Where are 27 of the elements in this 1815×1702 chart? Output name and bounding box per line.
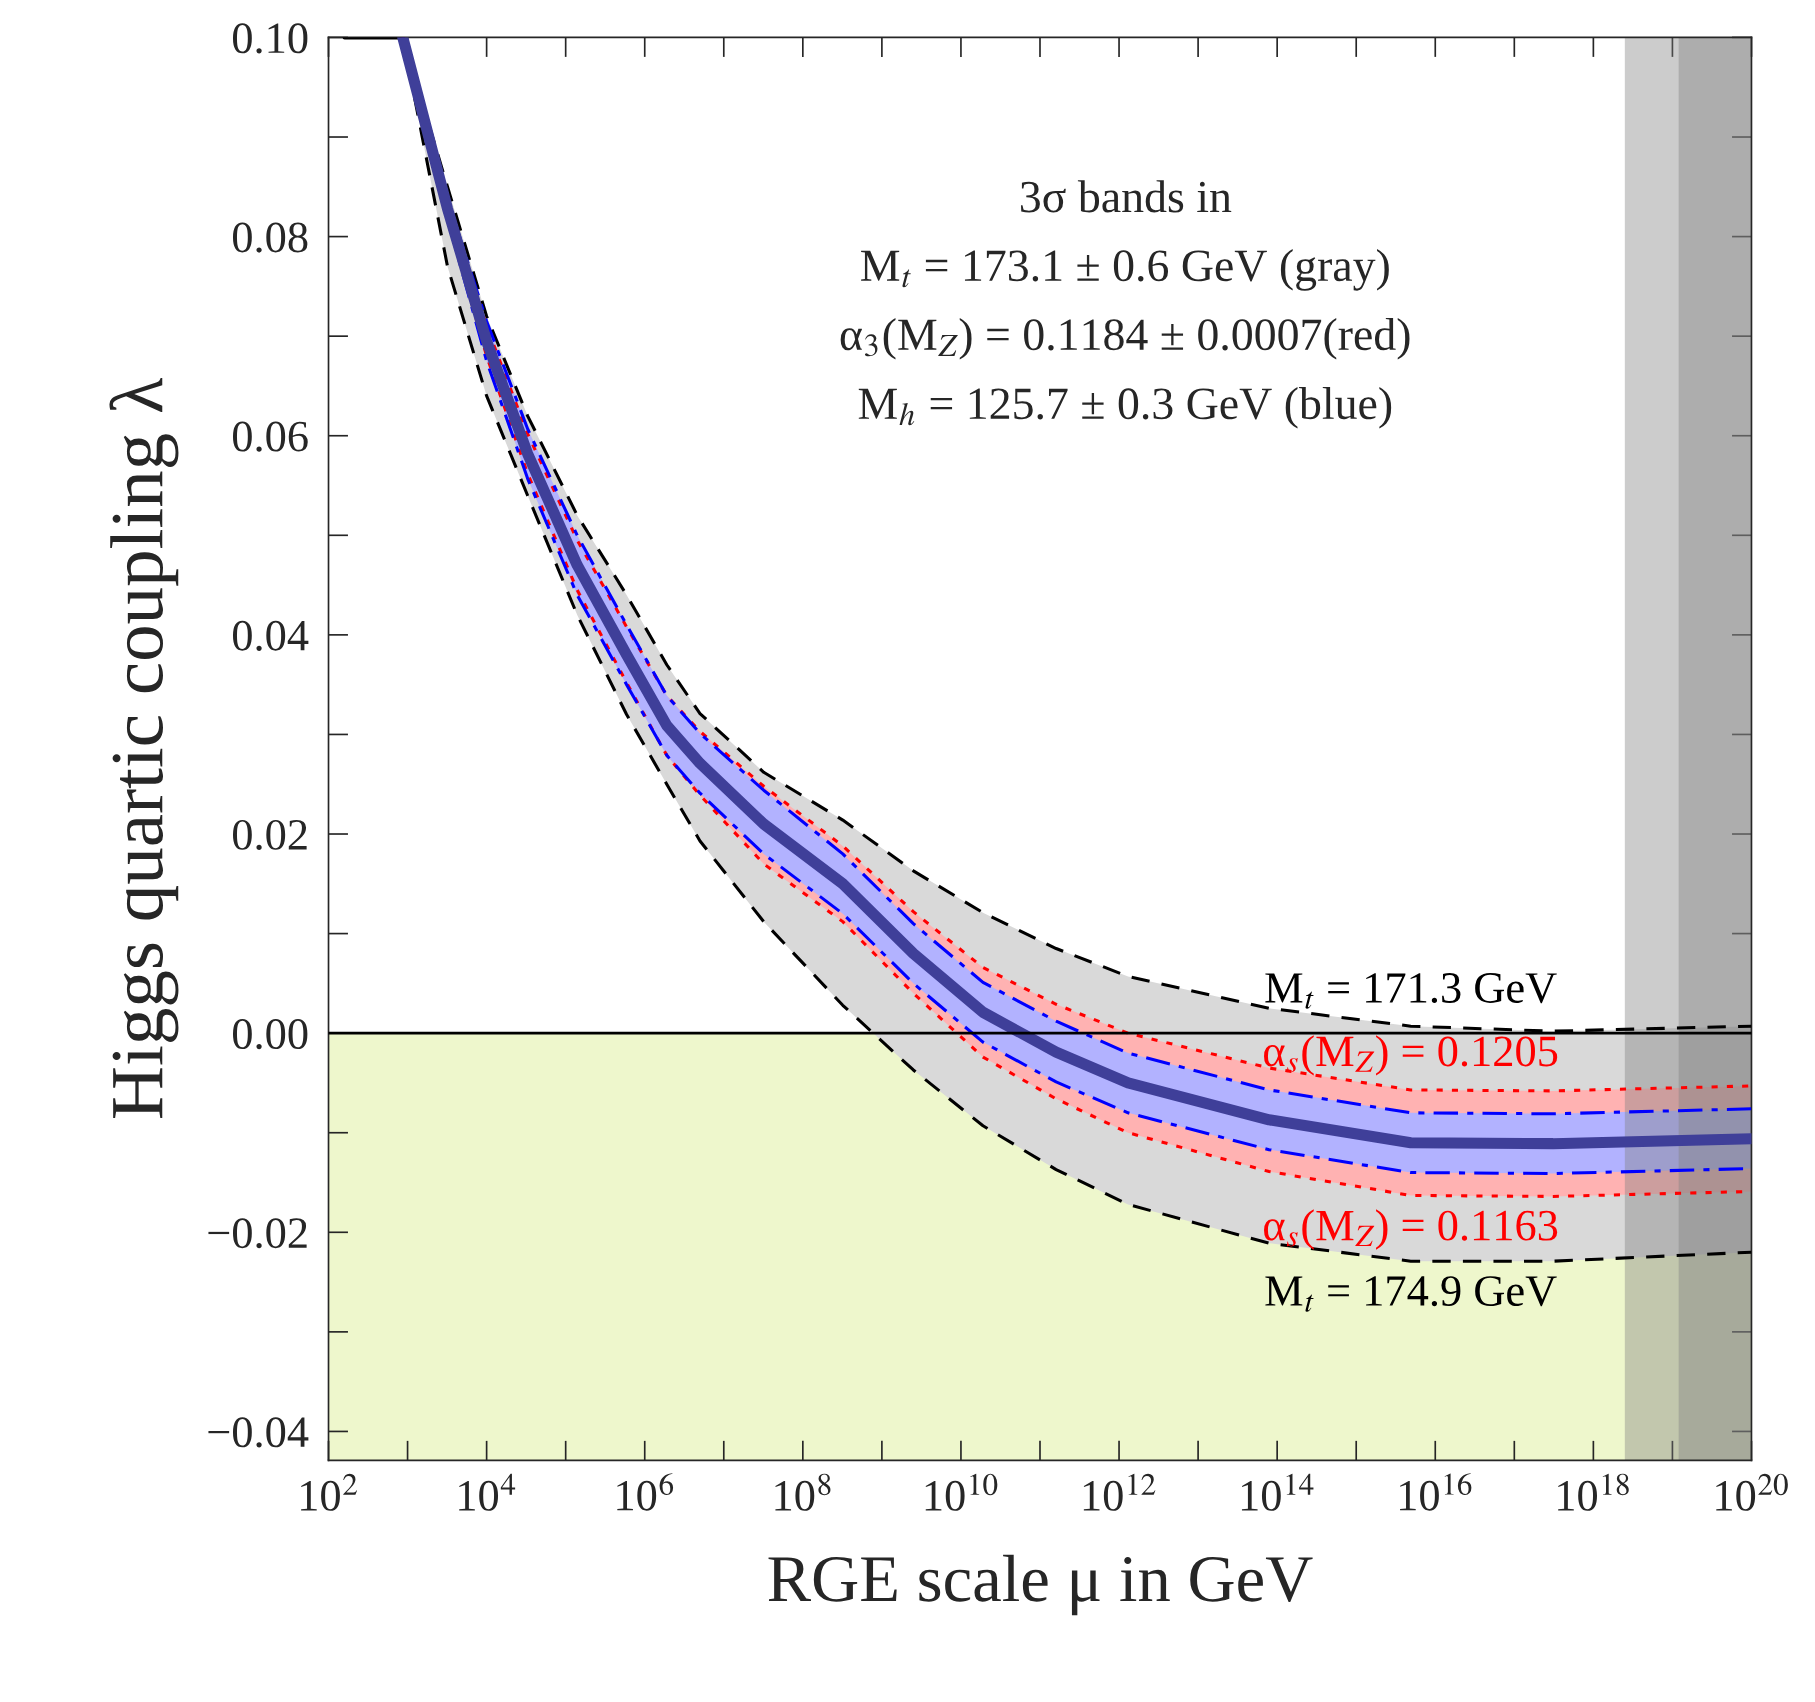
x-tick-label: 10$^{12}$ <box>1083 1473 1156 1511</box>
x-tick-label: 10$^{16}$ <box>1400 1473 1472 1511</box>
y-tick-label: 0.02 <box>232 819 307 851</box>
y-tick-label: 0.04 <box>232 620 309 651</box>
x-tick-label: 10$^{6}$ <box>617 1473 674 1511</box>
y-tick-label: −0.04 <box>208 1417 309 1448</box>
annotation: M$_{t}$ = 173.1 ± 0.6 GeV (gray) <box>861 249 1389 291</box>
x-tick-label: 10$^{10}$ <box>925 1473 998 1511</box>
y-tick-label: −0.02 <box>208 1218 307 1249</box>
y-tick-label: 0.00 <box>232 1019 308 1050</box>
x-tick-label: 10$^{2}$ <box>301 1473 358 1511</box>
y-axis-title: Higgs quartic coupling λ <box>109 378 179 1118</box>
x-tick-label: 10$^{20}$ <box>1716 1473 1788 1511</box>
series-label: M$_{t}$ = 171.3 GeV <box>1265 973 1557 1009</box>
annotation: 3σ bands in <box>1021 180 1232 213</box>
y-tick-label: 0.06 <box>232 421 308 452</box>
annotation: M$_{h}$ = 125.7 ± 0.3 GeV (blue) <box>858 387 1392 429</box>
x-tick-label: 10$^{4}$ <box>459 1473 516 1511</box>
x-tick-label: 10$^{18}$ <box>1558 1473 1629 1511</box>
x-tick-label: 10$^{8}$ <box>775 1473 831 1511</box>
series-label: α$_{s}$(M$_{Z}$) = 0.1163 <box>1264 1209 1558 1250</box>
series-label: M$_{t}$ = 174.9 GeV <box>1265 1276 1557 1312</box>
x-tick-label: 10$^{14}$ <box>1241 1473 1314 1511</box>
annotation: α$_{3}$(M$_{Z}$) = 0.1184 ± 0.0007(red) <box>840 318 1410 360</box>
y-tick-label: 0.08 <box>232 222 308 253</box>
y-tick-label: 0.10 <box>232 23 308 54</box>
x-axis-title: RGE scale μ in GeV <box>768 1554 1313 1616</box>
